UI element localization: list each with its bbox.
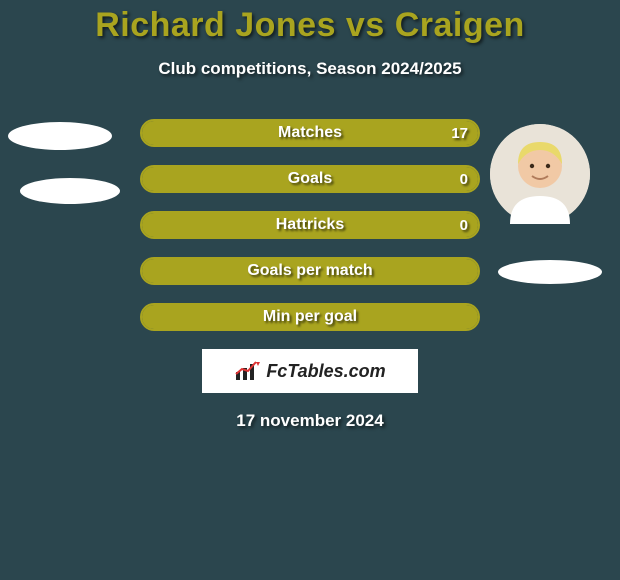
stat-row: Hattricks0 xyxy=(140,211,480,239)
stat-bar-fill xyxy=(142,305,478,329)
stat-row: Min per goal xyxy=(140,303,480,331)
avatar-face-icon xyxy=(490,124,590,224)
stat-bar-fill xyxy=(142,167,478,191)
date-text: 17 november 2024 xyxy=(0,411,620,431)
stat-bar-fill xyxy=(142,259,478,283)
stat-bar-fill xyxy=(142,213,478,237)
logo-text: FcTables.com xyxy=(266,361,385,382)
player-left-ellipse xyxy=(8,122,112,150)
subtitle: Club competitions, Season 2024/2025 xyxy=(0,59,620,79)
stat-row: Matches17 xyxy=(140,119,480,147)
stat-row: Goals per match xyxy=(140,257,480,285)
stat-value-right: 17 xyxy=(451,121,468,145)
logo-chart-icon xyxy=(234,360,260,382)
stat-row: Goals0 xyxy=(140,165,480,193)
player-right-ellipse xyxy=(498,260,602,284)
player-left-ellipse xyxy=(20,178,120,204)
logo-box: FcTables.com xyxy=(202,349,418,393)
player-right-avatar xyxy=(490,124,590,224)
stat-value-right: 0 xyxy=(460,167,468,191)
stat-bar-fill xyxy=(142,121,478,145)
stat-value-right: 0 xyxy=(460,213,468,237)
page-title: Richard Jones vs Craigen xyxy=(0,0,620,45)
